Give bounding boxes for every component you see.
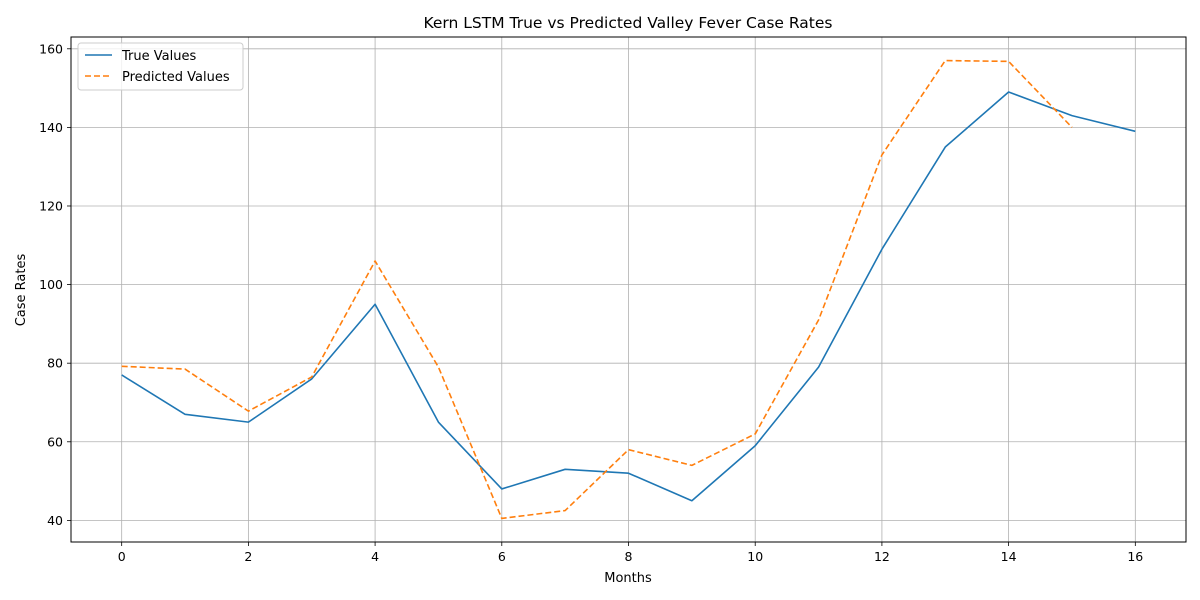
chart-title: Kern LSTM True vs Predicted Valley Fever… bbox=[424, 14, 833, 32]
x-tick-label: 6 bbox=[498, 549, 506, 564]
series-line-predicted-values bbox=[121, 59, 1073, 520]
y-tick-label: 160 bbox=[39, 41, 63, 56]
x-tick-label: 4 bbox=[371, 549, 379, 564]
x-tick-label: 10 bbox=[747, 549, 763, 564]
y-tick-label: 100 bbox=[39, 277, 63, 292]
y-tick-label: 40 bbox=[47, 513, 63, 528]
x-tick-label: 0 bbox=[118, 549, 126, 564]
y-tick-label: 120 bbox=[39, 198, 63, 213]
series-lines bbox=[121, 59, 1136, 520]
legend-box bbox=[77, 42, 244, 91]
legend-label-predicted-values: Predicted Values bbox=[122, 70, 230, 85]
y-tick-label: 60 bbox=[47, 434, 63, 449]
y-axis-label: Case Rates bbox=[14, 254, 29, 327]
legend: True Values Predicted Values bbox=[77, 42, 244, 91]
x-tick-label: 2 bbox=[244, 549, 252, 564]
series-line-true-values bbox=[121, 91, 1136, 502]
y-axis-ticks: 40 60 80 100 120 140 160 bbox=[39, 41, 71, 528]
y-tick-label: 80 bbox=[47, 356, 63, 371]
x-tick-label: 16 bbox=[1127, 549, 1143, 564]
grid-lines bbox=[71, 37, 1186, 542]
x-tick-label: 12 bbox=[874, 549, 890, 564]
legend-label-true-values: True Values bbox=[121, 49, 196, 64]
x-axis-ticks: 0 2 4 6 8 10 12 14 16 bbox=[118, 542, 1143, 564]
x-tick-label: 14 bbox=[1001, 549, 1017, 564]
x-tick-label: 8 bbox=[625, 549, 633, 564]
y-tick-label: 140 bbox=[39, 120, 63, 135]
x-axis-label: Months bbox=[604, 571, 652, 586]
